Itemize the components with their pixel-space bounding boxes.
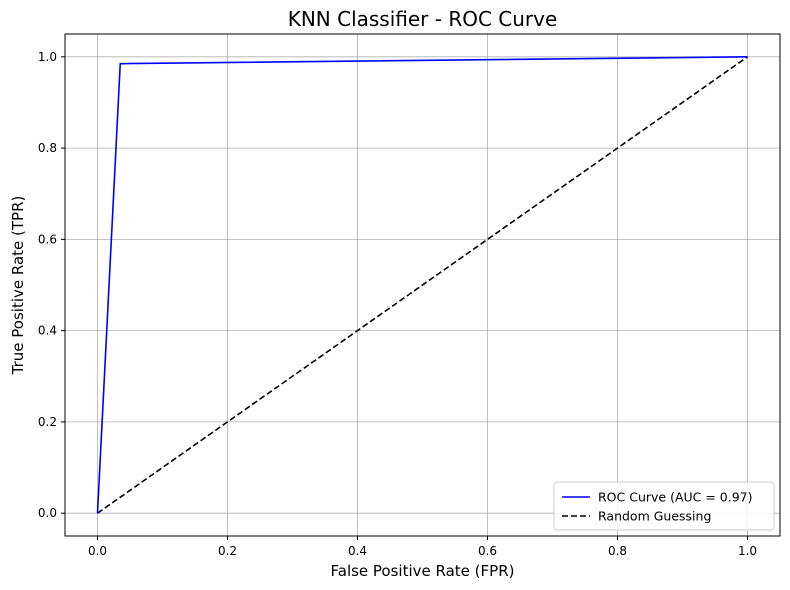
x-tick-label: 0.4 bbox=[348, 544, 367, 558]
legend-label: Random Guessing bbox=[598, 509, 711, 524]
ticks: 0.0 0.2 0.4 0.6 0.8 1.0 0.0 0.2 0.4 0.6 0.8 1.0 bbox=[38, 50, 757, 558]
x-tick-label: 0.0 bbox=[88, 544, 107, 558]
series-layer bbox=[96, 56, 748, 514]
x-tick-label: 0.2 bbox=[218, 544, 237, 558]
y-tick-label: 1.0 bbox=[38, 50, 57, 64]
x-axis-label: False Positive Rate (FPR) bbox=[331, 562, 515, 580]
x-tick-label: 0.8 bbox=[608, 544, 627, 558]
x-tick-label: 1.0 bbox=[738, 544, 757, 558]
legend-label: ROC Curve (AUC = 0.97) bbox=[598, 490, 753, 505]
y-tick-label: 0.6 bbox=[38, 232, 57, 246]
plot-area-frame bbox=[64, 33, 781, 537]
x-tick-label: 0.6 bbox=[478, 544, 497, 558]
chart-title: KNN Classifier - ROC Curve bbox=[288, 7, 558, 31]
y-tick-label: 0.8 bbox=[38, 141, 57, 155]
y-axis-label: True Positive Rate (TPR) bbox=[9, 196, 27, 376]
legend: ROC Curve (AUC = 0.97) Random Guessing bbox=[553, 481, 775, 531]
grid bbox=[65, 34, 780, 536]
roc-curve-line bbox=[96, 56, 748, 514]
y-tick-label: 0.4 bbox=[38, 324, 57, 338]
random-guessing-line bbox=[97, 56, 748, 514]
y-tick-label: 0.0 bbox=[38, 506, 57, 520]
legend-box bbox=[553, 481, 775, 531]
y-tick-label: 0.2 bbox=[38, 415, 57, 429]
